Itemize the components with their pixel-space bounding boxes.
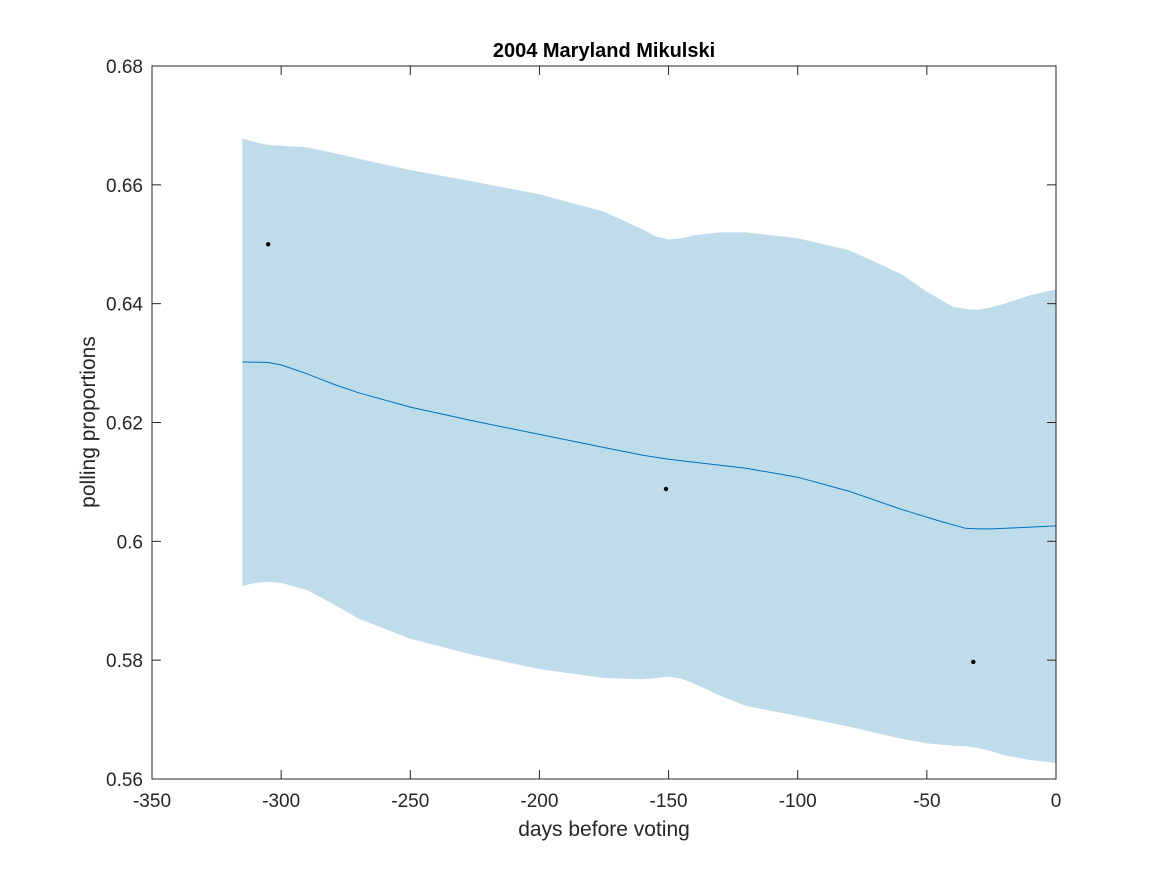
y-tick-label: 0.64 [106, 295, 143, 316]
x-tick-label: -150 [650, 791, 688, 812]
y-axis-ticks: 0.56 0.58 0.6 0.62 0.64 0.66 0.68 [106, 57, 1056, 791]
trend-line [242, 361, 1057, 530]
x-tick-label: -100 [779, 791, 817, 812]
poll-point [266, 242, 271, 247]
y-tick-label: 0.6 [117, 532, 143, 553]
x-tick-label: -50 [913, 791, 940, 812]
y-tick-label: 0.58 [106, 651, 143, 672]
confidence-band [242, 138, 1056, 763]
y-axis-label: polling proportions [77, 336, 100, 508]
x-tick-label: -200 [520, 791, 558, 812]
x-axis-label: days before voting [518, 818, 690, 841]
confidence-band-layer [242, 138, 1056, 763]
trend-line-layer [242, 361, 1057, 530]
poll-point [663, 486, 669, 492]
x-axis-ticks: -350 -300 -250 -200 -150 -100 -50 0 [133, 66, 1061, 812]
x-tick-label: 0 [1051, 791, 1062, 812]
y-tick-label: 0.56 [106, 770, 143, 791]
chart-title: 2004 Maryland Mikulski [493, 40, 715, 62]
y-tick-label: 0.62 [106, 414, 143, 435]
poll-point [971, 659, 976, 665]
x-tick-label: -300 [262, 791, 300, 812]
x-tick-label: -250 [391, 791, 429, 812]
poll-points-layer [266, 242, 976, 665]
y-tick-label: 0.66 [106, 176, 143, 197]
x-tick-label: -350 [133, 791, 171, 812]
y-tick-label: 0.68 [106, 57, 143, 78]
